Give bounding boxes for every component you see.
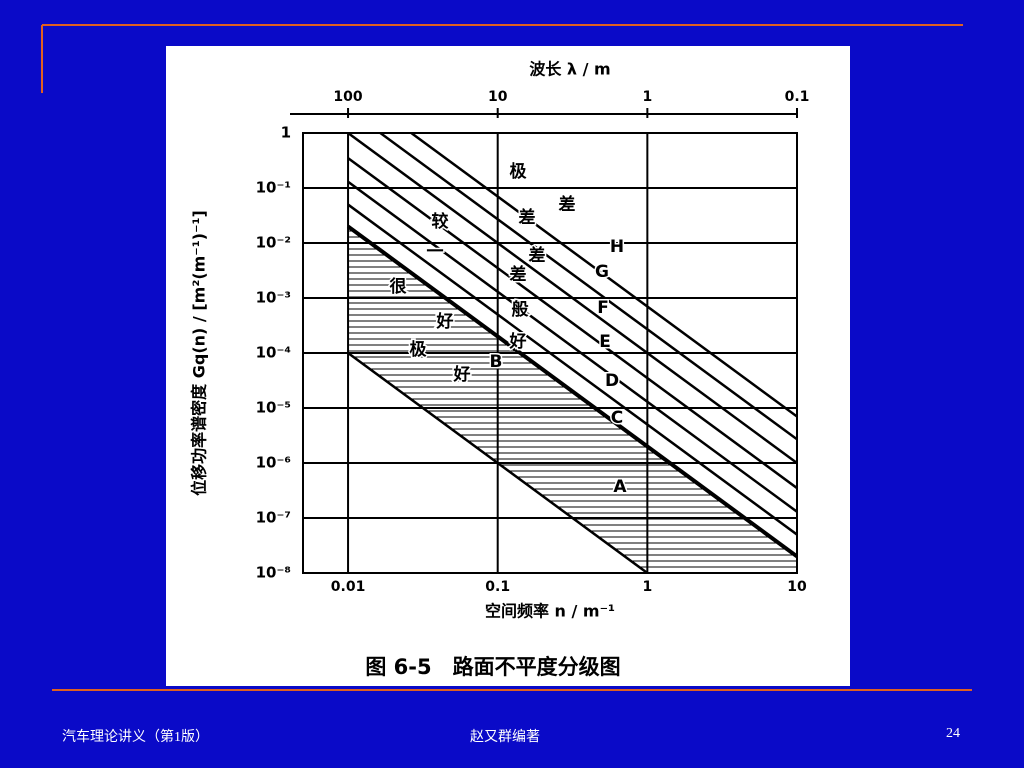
y-tick-label: 1 <box>281 124 291 142</box>
grade-line <box>346 224 797 559</box>
y-tick-label: 10⁻⁷ <box>256 509 291 527</box>
x2-tick-label: 10 <box>488 89 508 105</box>
footer-center: 赵又群编著 <box>470 730 540 745</box>
grade-line <box>347 203 797 536</box>
region-label: 较 <box>432 211 449 232</box>
region-label: D <box>605 371 619 391</box>
region-label: 好 <box>436 311 454 332</box>
y-tick-label: 10⁻⁵ <box>256 399 291 417</box>
region-label: F <box>597 298 609 318</box>
x-tick-label: 0.1 <box>485 579 510 595</box>
region-label: E <box>599 332 611 352</box>
x-tick-label: 0.01 <box>331 579 366 595</box>
region-label: 一 <box>427 242 444 262</box>
plot: 10⁻⁸ 10⁻⁷ 10⁻⁶ 10⁻⁵ 10⁻⁴ 10⁻³ 10⁻² 10⁻¹ 1 0.01 0.1… <box>256 89 810 595</box>
x2-tick-label: 100 <box>333 89 362 105</box>
region-label: 差 <box>519 207 536 228</box>
plot-frame <box>302 132 798 574</box>
region-label: 好 <box>509 331 527 352</box>
x2-tick-label: 1 <box>642 89 652 105</box>
page-number: 24 <box>946 726 960 741</box>
x-tick-label: 1 <box>642 579 652 595</box>
region-label: 般 <box>512 299 529 320</box>
region-label: B <box>490 352 503 372</box>
region-label: 差 <box>559 194 576 215</box>
grade-line <box>347 180 797 513</box>
grade-line <box>409 133 797 418</box>
x2-axis-label: 波长 λ / m <box>529 60 610 79</box>
region-label: A <box>613 477 627 497</box>
region-label: H <box>610 237 624 257</box>
x-axis-label: 空间频率 n / m⁻¹ <box>485 602 615 621</box>
y-tick-label: 10⁻¹ <box>256 179 291 197</box>
hatched-region <box>348 226 797 573</box>
region-label: 好 <box>453 364 471 385</box>
region-label: C <box>611 408 623 428</box>
grade-line <box>378 133 797 441</box>
x2-tick-label: 0.1 <box>785 89 810 105</box>
y-tick-label: 10⁻⁶ <box>256 454 291 472</box>
y-tick-label: 10⁻⁴ <box>256 344 291 362</box>
region-label: 极 <box>410 340 427 360</box>
y-tick-label: 10⁻² <box>256 234 291 252</box>
y-tick-label: 10⁻³ <box>256 289 291 307</box>
footer-left: 汽车理论讲义（第1版） <box>62 730 209 745</box>
region-label: 极 <box>510 162 527 182</box>
region-label: 差 <box>510 264 527 285</box>
caption: 图 6-5 路面不平度分级图 <box>365 655 620 679</box>
y-axis-label: 位移功率谱密度 Gq(n) / [m²(m⁻¹)⁻¹] <box>190 210 209 496</box>
region-label: 很 <box>390 276 407 297</box>
y-tick-label: 10⁻⁸ <box>256 564 291 582</box>
region-label: 差 <box>529 245 546 266</box>
grade-line <box>347 157 797 490</box>
x-tick-label: 10 <box>787 579 807 595</box>
region-label: G <box>595 262 609 282</box>
